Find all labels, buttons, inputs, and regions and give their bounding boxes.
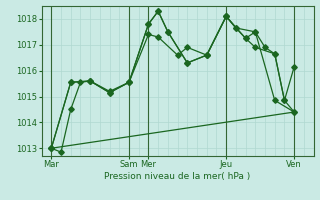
- X-axis label: Pression niveau de la mer( hPa ): Pression niveau de la mer( hPa ): [104, 172, 251, 181]
